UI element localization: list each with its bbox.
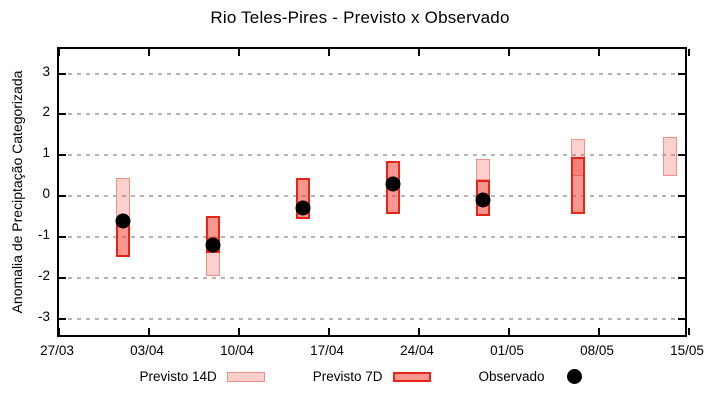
y-tick-label: -1 — [37, 226, 50, 242]
x-tick-label: 24/04 — [400, 343, 434, 358]
forecast-14d-bar — [662, 136, 677, 176]
legend-item-previsto-14d: Previsto 14D — [139, 369, 265, 384]
y-tick-label: 3 — [42, 63, 50, 79]
y-tick-mark — [678, 317, 685, 320]
y-tick-mark — [59, 235, 66, 238]
x-tick-mark — [148, 328, 150, 335]
x-tick-mark — [148, 49, 150, 56]
legend-item-observado: Observado — [479, 369, 595, 384]
y-tick-mark — [59, 113, 66, 116]
legend: Previsto 14D Previsto 7D Observado — [0, 369, 720, 384]
gridline — [59, 72, 685, 75]
x-tick-mark — [598, 328, 600, 335]
y-tick-mark — [678, 113, 685, 116]
forecast-14d-bar — [476, 159, 491, 180]
gridline — [59, 195, 685, 198]
x-tick-mark — [418, 49, 420, 56]
x-tick-label: 01/05 — [490, 343, 524, 358]
y-tick-label: -2 — [37, 267, 50, 283]
y-tick-mark — [678, 72, 685, 75]
observed-dot — [115, 213, 131, 229]
x-tick-mark — [328, 49, 330, 56]
x-tick-label: 10/04 — [220, 343, 254, 358]
x-tick-mark — [598, 49, 600, 56]
legend-item-previsto-7d: Previsto 7D — [313, 369, 431, 384]
y-tick-mark — [59, 276, 66, 279]
previsto-14d-swatch-icon — [226, 371, 265, 382]
x-tick-label: 08/05 — [580, 343, 614, 358]
x-tick-mark — [508, 49, 510, 56]
y-tick-mark — [678, 235, 685, 238]
legend-label-previsto-14d: Previsto 14D — [139, 369, 217, 384]
observed-dot — [295, 200, 311, 216]
x-tick-label: 17/04 — [310, 343, 344, 358]
observado-dot-icon — [567, 369, 583, 384]
x-tick-mark — [508, 328, 510, 335]
x-tick-mark — [688, 328, 690, 335]
y-tick-mark — [59, 317, 66, 320]
plot-area — [57, 47, 690, 337]
x-tick-label: 15/05 — [670, 343, 704, 358]
y-tick-label: -3 — [37, 308, 50, 324]
gridline — [59, 317, 685, 320]
y-tick-mark — [59, 72, 66, 75]
gridline — [59, 235, 685, 238]
observado-swatch-wrap — [555, 369, 595, 384]
y-tick-mark — [59, 154, 66, 157]
observed-dot — [385, 176, 401, 192]
x-tick-mark — [238, 49, 240, 56]
chart-title: Rio Teles-Pires - Previsto x Observado — [210, 8, 510, 27]
x-tick-mark — [238, 328, 240, 335]
legend-label-observado: Observado — [478, 369, 545, 384]
legend-label-previsto-7d: Previsto 7D — [312, 369, 383, 384]
gridline — [59, 276, 685, 279]
previsto-7d-swatch-icon — [392, 371, 431, 382]
x-tick-mark — [418, 328, 420, 335]
gridline — [59, 154, 685, 157]
x-tick-label: 03/04 — [130, 343, 164, 358]
y-tick-mark — [678, 276, 685, 279]
x-tick-label: 27/03 — [40, 343, 74, 358]
observed-dot — [205, 237, 221, 253]
x-tick-mark — [688, 49, 690, 56]
gridline — [59, 113, 685, 116]
observed-dot — [475, 192, 491, 208]
y-tick-mark — [678, 195, 685, 198]
y-tick-mark — [59, 195, 66, 198]
x-tick-mark — [328, 328, 330, 335]
y-tick-label: 1 — [42, 145, 50, 161]
forecast-7d-bar — [571, 157, 586, 215]
x-tick-mark — [58, 328, 60, 335]
y-tick-mark — [678, 154, 685, 157]
y-tick-label: 2 — [42, 104, 50, 120]
y-tick-label: 0 — [42, 186, 50, 202]
x-tick-mark — [58, 49, 60, 56]
